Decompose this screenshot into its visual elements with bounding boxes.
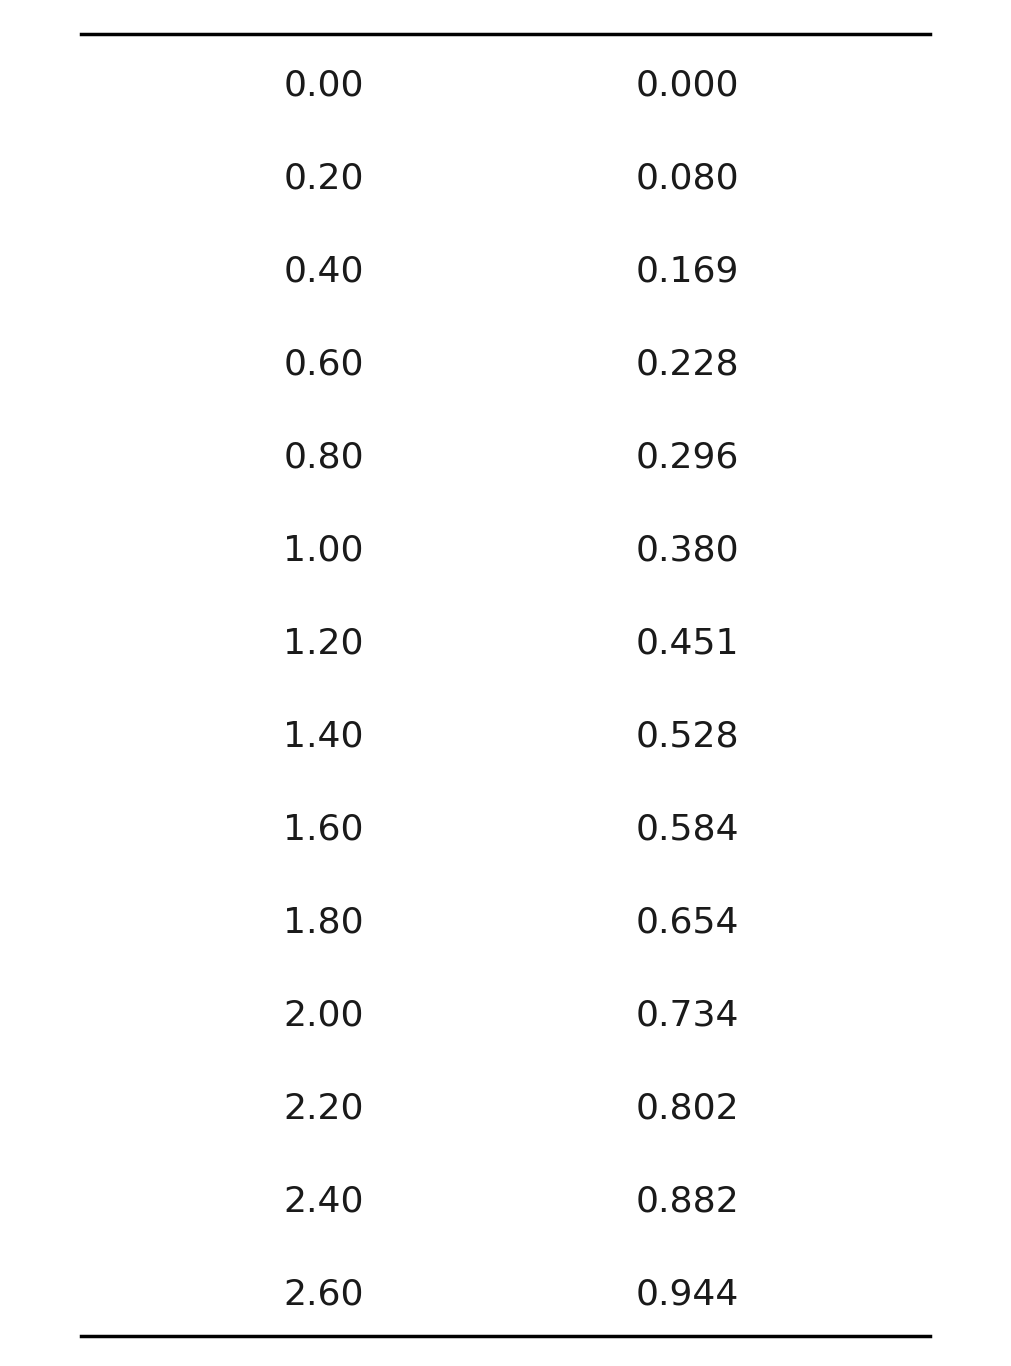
Text: 1.00: 1.00	[283, 533, 364, 567]
Text: 2.40: 2.40	[283, 1184, 364, 1218]
Text: 0.528: 0.528	[636, 719, 739, 753]
Text: 0.60: 0.60	[283, 347, 364, 381]
Text: 1.40: 1.40	[283, 719, 364, 753]
Text: 0.380: 0.380	[636, 533, 739, 567]
Text: 0.40: 0.40	[283, 254, 364, 288]
Text: 0.080: 0.080	[636, 161, 739, 195]
Text: 0.654: 0.654	[636, 906, 739, 940]
Text: 0.296: 0.296	[636, 440, 739, 474]
Text: 0.802: 0.802	[636, 1091, 739, 1126]
Text: 2.00: 2.00	[283, 999, 364, 1033]
Text: 0.451: 0.451	[636, 626, 739, 660]
Text: 2.20: 2.20	[283, 1091, 364, 1126]
Text: 1.20: 1.20	[283, 626, 364, 660]
Text: 0.169: 0.169	[636, 254, 739, 288]
Text: 0.00: 0.00	[283, 68, 364, 102]
Text: 1.80: 1.80	[283, 906, 364, 940]
Text: 1.60: 1.60	[283, 813, 364, 846]
Text: 0.882: 0.882	[636, 1184, 739, 1218]
Text: 0.584: 0.584	[636, 813, 739, 846]
Text: 0.20: 0.20	[283, 161, 364, 195]
Text: 2.60: 2.60	[283, 1277, 364, 1311]
Text: 0.000: 0.000	[636, 68, 739, 102]
Text: 0.734: 0.734	[636, 999, 739, 1033]
Text: 0.228: 0.228	[636, 347, 739, 381]
Text: 0.944: 0.944	[636, 1277, 739, 1311]
Text: 0.80: 0.80	[283, 440, 364, 474]
